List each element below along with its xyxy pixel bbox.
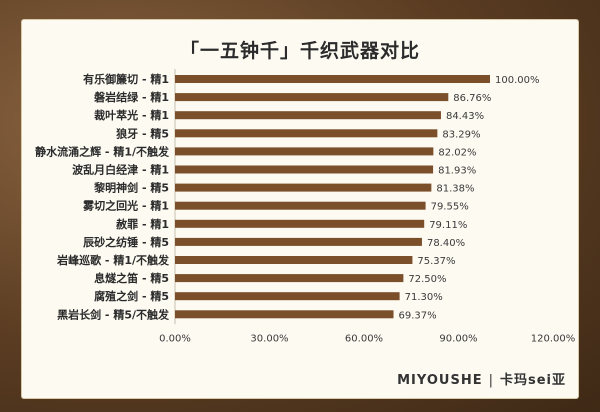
- data-label: 79.11%: [429, 220, 467, 231]
- chart-panel: 「一五钟千」千织武器对比 有乐御簾切 - 精1 100.00% 磐岩结绿 - 精1 8…: [22, 20, 578, 398]
- data-label: 78.40%: [427, 238, 465, 249]
- bar: [175, 310, 394, 319]
- x-tick-label: 60.00%: [345, 333, 383, 344]
- footer-separator: |: [488, 373, 494, 388]
- category-label: 静水流涌之辉 - 精1/不触发: [35, 144, 170, 158]
- footer-author: 卡玛sei亚: [499, 373, 566, 388]
- bar: [175, 183, 432, 192]
- bar: [175, 75, 490, 83]
- data-label: 69.37%: [399, 310, 437, 321]
- category-label: 磐岩结绿 - 精1: [94, 90, 169, 104]
- category-label: 黑岩长剑 - 精5/不触发: [57, 307, 170, 321]
- footer-brand: MIYOUSHE: [397, 373, 483, 388]
- category-label: 裁叶萃光 - 精1: [94, 108, 169, 122]
- bar-chart: 有乐御簾切 - 精1 100.00% 磐岩结绿 - 精1 86.76% 裁叶萃光 - 精…: [35, 69, 576, 344]
- category-label: 辰砂之纺锤 - 精5: [83, 235, 169, 249]
- bar: [175, 256, 413, 264]
- data-label: 81.93%: [438, 166, 476, 177]
- category-label: 有乐御簾切 - 精1: [83, 72, 169, 86]
- data-label: 86.76%: [453, 93, 491, 104]
- category-label: 岩峰巡歌 - 精1/不触发: [56, 253, 170, 267]
- bar: [175, 147, 434, 156]
- data-label: 71.30%: [405, 292, 443, 303]
- bar: [175, 219, 425, 228]
- data-label: 75.37%: [417, 256, 455, 267]
- chart-title: 「一五钟千」千织武器对比: [179, 40, 420, 62]
- data-label: 83.29%: [442, 129, 480, 140]
- data-label: 100.00%: [495, 75, 540, 86]
- x-tick-label: 30.00%: [250, 333, 288, 344]
- x-tick-label: 0.00%: [159, 333, 191, 344]
- category-label: 波乱月白经津 - 精1: [72, 163, 169, 177]
- footer-credit: MIYOUSHE | 卡玛sei亚: [397, 369, 566, 388]
- data-label: 84.43%: [446, 111, 484, 122]
- bar: [175, 237, 422, 246]
- data-label: 79.55%: [431, 202, 469, 213]
- bar: [175, 274, 404, 283]
- bar: [175, 165, 434, 174]
- x-tick-label: 90.00%: [439, 333, 477, 344]
- bar: [175, 292, 400, 301]
- category-label: 黎明神剑 - 精5: [94, 181, 169, 195]
- bar: [175, 111, 441, 120]
- data-label: 72.50%: [408, 274, 446, 285]
- x-tick-label: 120.00%: [531, 333, 576, 344]
- category-label: 雾切之回光 - 精1: [82, 199, 169, 213]
- category-label: 赦罪 - 精1: [115, 217, 169, 231]
- bar: [175, 201, 426, 210]
- data-label: 81.38%: [436, 184, 474, 195]
- data-label: 82.02%: [438, 147, 476, 158]
- category-label: 狼牙 - 精5: [116, 126, 169, 140]
- bar: [175, 93, 449, 102]
- bar: [175, 129, 438, 138]
- category-label: 息燧之笛 - 精5: [94, 271, 169, 285]
- category-label: 腐殖之剑 - 精5: [94, 289, 169, 303]
